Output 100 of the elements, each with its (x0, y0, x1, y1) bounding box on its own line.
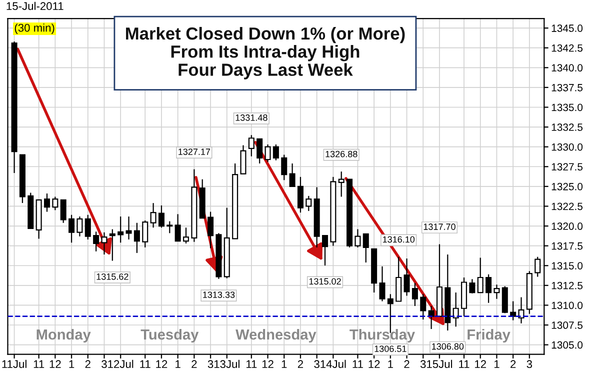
x-tick-label: 2 (85, 360, 90, 368)
candlestick (518, 296, 524, 324)
y-tick-label: 1332.5 (552, 124, 583, 131)
x-tick-label: 12 (475, 360, 486, 368)
annotation: 1313.33 (203, 292, 235, 298)
candlestick (68, 214, 75, 244)
x-tick-label: 11 (352, 360, 363, 368)
candlestick (306, 195, 312, 212)
candlestick (396, 256, 402, 302)
candlestick (84, 214, 91, 240)
candlestick (452, 292, 459, 328)
candlestick (118, 216, 124, 244)
y-tick-label: 1337.5 (552, 84, 583, 92)
candlestick (486, 274, 492, 304)
candlestick (256, 138, 263, 164)
y-tick-label: 1315.0 (552, 262, 583, 270)
candlestick (379, 266, 386, 302)
candlestick (248, 134, 254, 157)
candlestick (354, 228, 361, 248)
x-tick-label: 2 (192, 360, 197, 368)
candlestick (264, 144, 271, 162)
x-tick-label: 1 (282, 360, 287, 368)
annotation: 1306.51 (374, 346, 406, 352)
candlestick (477, 257, 484, 294)
x-tick-label: 15Jul (427, 360, 452, 368)
annotation: 1326.88 (326, 150, 358, 158)
annotation: 1316.10 (382, 236, 415, 243)
candlestick (289, 162, 296, 187)
candlestick (208, 211, 214, 249)
candlestick (93, 231, 100, 252)
y-tick-label: 1330.0 (552, 143, 583, 151)
candlestick (404, 258, 410, 296)
x-tick-label: 3 (208, 360, 214, 368)
annotation: 1306.80 (432, 343, 464, 350)
candlestick (412, 282, 418, 307)
candlestick (469, 278, 476, 294)
annotation: (30 min) (14, 24, 54, 34)
x-tick-label: 1 (494, 360, 500, 368)
candlestick (534, 256, 541, 278)
candlestick (272, 144, 279, 161)
y-tick-label: 1327.5 (552, 163, 583, 171)
candlestick (134, 222, 140, 254)
annotation: 1315.02 (309, 278, 341, 285)
candlestick (60, 199, 66, 224)
x-tick-label: 12 (368, 360, 380, 368)
x-tick-label: 2 (298, 360, 304, 368)
x-tick-label: 1 (69, 360, 74, 368)
candlestick (240, 144, 246, 174)
x-tick-label: 12 (50, 360, 61, 368)
text: 15-Jul-2011 (6, 2, 64, 10)
y-tick-label: 1312.5 (552, 282, 583, 290)
y-tick-label: 1307.5 (552, 322, 583, 329)
candlestick (322, 234, 328, 266)
candlestick (166, 220, 173, 234)
x-tick-label: 3 (526, 360, 532, 368)
candlestick (428, 305, 434, 330)
candlestick (362, 233, 369, 264)
x-tick-label: 3 (314, 360, 320, 368)
annotation: 1327.17 (178, 148, 210, 155)
y-tick-label: 1320.0 (552, 222, 583, 230)
candlestick (297, 176, 304, 214)
annotation: 1315.62 (96, 273, 128, 280)
candlestick (150, 202, 156, 228)
y-tick-label: 1310.0 (552, 302, 583, 310)
candlestick (494, 284, 500, 300)
x-tick-label: 2 (404, 360, 410, 368)
x-tick-label: 3 (102, 360, 107, 368)
x-tick-label: 11 (34, 360, 44, 368)
candlestick (338, 170, 344, 198)
candlestick (44, 193, 50, 212)
candlestick (158, 204, 164, 228)
annotation: Tuesday (140, 328, 199, 343)
x-tick-label: 12 (156, 360, 168, 368)
x-tick-label: 2 (510, 360, 516, 368)
candlestick (109, 228, 116, 262)
y-tick-label: 1340.0 (552, 64, 583, 72)
y-tick-label: 1322.5 (552, 202, 583, 210)
x-tick-label: 1 (176, 360, 180, 368)
candlestick (281, 154, 288, 181)
text: Market Closed Down 1% (or More) From Its Intra-day High Four Days Last Week (126, 26, 405, 80)
annotation: Friday (468, 328, 510, 343)
annotation: 1317.70 (424, 224, 456, 230)
y-tick-label: 1345.0 (552, 24, 583, 32)
x-tick-label: 13Jul (214, 360, 240, 368)
x-tick-label: 12Jul (108, 360, 134, 368)
x-tick-label: 3 (420, 360, 426, 368)
x-tick-label: 11 (246, 360, 257, 368)
candlestick (52, 196, 58, 211)
annotation: Monday (36, 328, 91, 343)
annotation: Wednesday (236, 328, 316, 343)
candlestick (182, 227, 190, 244)
x-tick-label: 11 (459, 360, 470, 368)
candlestick (76, 216, 83, 237)
x-tick-label: 12 (262, 360, 274, 368)
candlestick (420, 294, 426, 320)
y-tick-label: 1335.0 (552, 104, 583, 112)
candlestick (142, 220, 148, 248)
annotation: 1331.48 (236, 114, 268, 121)
candlestick (101, 232, 108, 256)
annotation: Thursday (350, 328, 415, 343)
